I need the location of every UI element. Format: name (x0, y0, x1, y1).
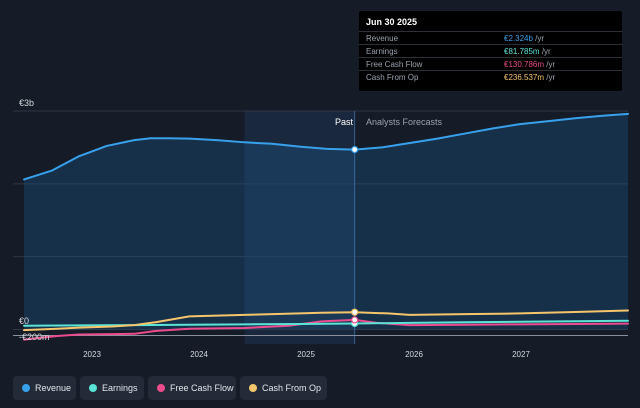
x-tick-label: 2027 (512, 350, 530, 359)
tooltip-value-number: €130.786m (504, 60, 545, 69)
tooltip-value: €130.786m /yr (504, 60, 555, 69)
tooltip-value: €236.537m /yr (504, 73, 555, 82)
x-tick-label: 2026 (405, 350, 423, 359)
legend-label: Cash From Op (262, 383, 322, 393)
tooltip-row-revenue: Revenue €2.324b /yr (359, 31, 622, 45)
tooltip-value-number: €81.785m (504, 47, 540, 56)
tooltip-value-number: €236.537m (504, 73, 545, 82)
legend-dot-icon (89, 384, 97, 392)
legend-item-free-cash-flow[interactable]: Free Cash Flow (148, 376, 236, 400)
tooltip-row-free-cash-flow: Free Cash Flow €130.786m /yr (359, 57, 622, 71)
tooltip-unit: /yr (532, 34, 545, 43)
tooltip-label: Earnings (366, 47, 398, 56)
legend-item-revenue[interactable]: Revenue (13, 376, 76, 400)
legend-label: Earnings (102, 383, 138, 393)
legend-item-earnings[interactable]: Earnings (80, 376, 144, 400)
tooltip-unit: /yr (539, 47, 551, 56)
tooltip-label: Free Cash Flow (366, 60, 423, 69)
legend-dot-icon (249, 384, 257, 392)
x-tick-label: 2023 (83, 350, 101, 359)
past-label: Past (335, 117, 354, 127)
tooltip-row-earnings: Earnings €81.785m /yr (359, 44, 622, 58)
tooltip-date: Jun 30 2025 (366, 17, 418, 27)
revenue-area (24, 113, 629, 330)
tooltip-value: €2.324b /yr (504, 34, 544, 43)
y-tick-label-top: €3b (19, 98, 35, 108)
x-tick-label: 2025 (297, 350, 315, 359)
tooltip-value-number: €2.324b (504, 34, 533, 43)
tooltip: Jun 30 2025 Revenue €2.324b /yr Earnings… (359, 11, 622, 91)
legend-label: Free Cash Flow (170, 383, 234, 393)
legend-dot-icon (157, 384, 165, 392)
forecast-label: Analysts Forecasts (366, 117, 443, 127)
tooltip-label: Revenue (366, 34, 399, 43)
legend-item-cash-from-op[interactable]: Cash From Op (240, 376, 327, 400)
legend-label: Revenue (35, 383, 72, 393)
free-cash-flow-line (23, 318, 629, 341)
cash-from-op-line (23, 309, 629, 332)
tooltip-value: €81.785m /yr (504, 47, 551, 56)
tooltip-unit: /yr (544, 60, 556, 69)
legend-dot-icon (22, 384, 30, 392)
y-tick-label-bottom: -€200m (19, 332, 50, 342)
revenue-marker (351, 145, 359, 154)
tooltip-unit: /yr (544, 73, 556, 82)
revenue-line (23, 112, 629, 181)
tooltip-label: Cash From Op (366, 73, 419, 82)
tooltip-row-cash-from-op: Cash From Op €236.537m /yr (359, 70, 622, 84)
y-tick-label-zero: €0 (19, 316, 30, 326)
free-cash-flow-marker (351, 316, 359, 324)
x-tick-label: 2024 (190, 350, 208, 359)
cash-from-op-marker (351, 308, 359, 316)
